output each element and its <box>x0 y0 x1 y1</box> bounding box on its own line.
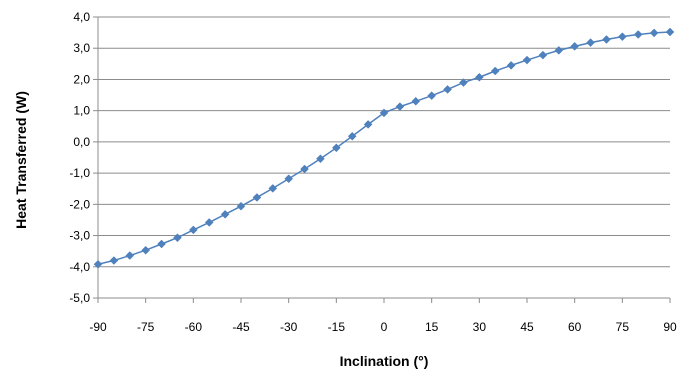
data-point <box>443 85 452 94</box>
data-point <box>204 218 214 227</box>
data-point <box>459 78 468 87</box>
data-point <box>522 55 532 65</box>
x-tick-label: 30 <box>473 320 487 334</box>
y-tick-label: -3,0 <box>69 229 90 243</box>
data-point <box>617 32 627 42</box>
y-tick-label: 0,0 <box>73 135 90 149</box>
data-point <box>125 251 135 260</box>
data-point <box>109 256 119 265</box>
y-tick-label: 1,0 <box>73 104 90 118</box>
data-point <box>649 28 659 38</box>
series-line <box>97 31 671 266</box>
data-point <box>268 184 278 193</box>
data-point <box>157 239 166 249</box>
y-axis-title: Heat Transferred (W) <box>13 91 29 229</box>
y-tick-label: -2,0 <box>69 197 90 211</box>
x-tick-label: 15 <box>425 320 439 334</box>
data-point <box>474 72 484 82</box>
data-point <box>363 120 373 129</box>
data-point <box>93 259 103 269</box>
data-point <box>188 225 198 235</box>
data-point <box>141 245 151 255</box>
data-point <box>665 27 675 37</box>
data-point <box>538 50 548 60</box>
data-point <box>316 154 325 164</box>
gridlines <box>98 16 670 268</box>
x-tick-label: -30 <box>280 320 298 334</box>
data-point <box>300 164 309 174</box>
data-point <box>554 46 564 55</box>
data-point <box>347 131 357 141</box>
data-point <box>220 209 230 219</box>
x-tick-label: -45 <box>232 320 250 334</box>
data-point <box>602 35 611 44</box>
data-point <box>252 193 262 202</box>
x-tick-label: 90 <box>663 320 677 334</box>
data-point <box>284 174 294 184</box>
y-tick-label: 3,0 <box>73 41 90 55</box>
x-tick-label: 75 <box>616 320 630 334</box>
data-point <box>633 30 643 39</box>
data-point <box>506 61 516 70</box>
data-point <box>379 108 389 118</box>
data-point <box>173 233 182 243</box>
x-tick-label: 0 <box>381 320 388 334</box>
axis-ticks: -5,0 -4,0 -3,0 -2,0 -1,0 0,0 1,0 2,0 3,0 4,0 -90 -7… <box>69 10 677 334</box>
y-tick-label: -5,0 <box>69 291 90 305</box>
data-point <box>236 201 246 211</box>
y-tick-label: 4,0 <box>73 10 90 24</box>
x-tick-label: 60 <box>568 320 582 334</box>
x-tick-label: -15 <box>328 320 346 334</box>
x-tick-label: -90 <box>89 320 107 334</box>
x-axis-title: Inclination (°) <box>340 353 429 369</box>
data-point <box>395 102 405 111</box>
y-tick-label: 2,0 <box>73 72 90 86</box>
data-point <box>427 91 437 101</box>
x-tick-label: -60 <box>185 320 203 334</box>
data-point <box>586 38 595 47</box>
data-point <box>490 66 500 76</box>
data-point <box>411 96 421 106</box>
data-point <box>331 143 341 153</box>
x-tick-label: 45 <box>520 320 534 334</box>
y-tick-label: -4,0 <box>69 260 90 274</box>
series-group <box>93 27 675 269</box>
y-tick-label: -1,0 <box>69 166 90 180</box>
x-tick-label: -75 <box>137 320 155 334</box>
data-point <box>570 41 580 51</box>
